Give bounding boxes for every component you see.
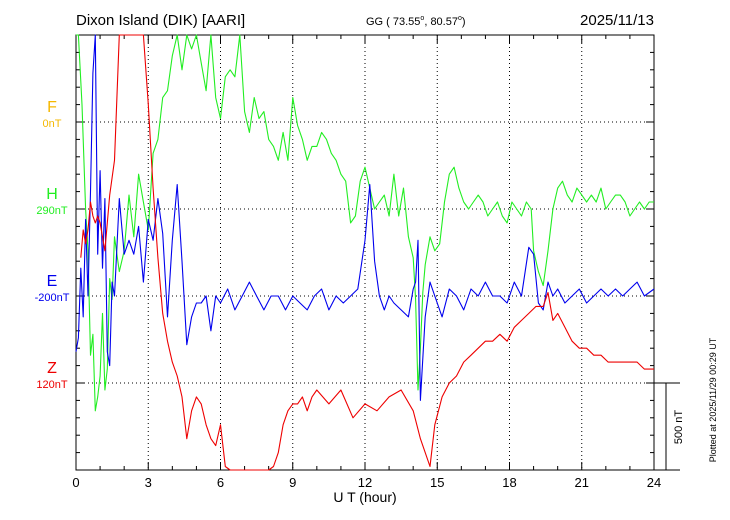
x-tick-labels: 0 3 6 9 12 15 18 21 24	[72, 475, 661, 490]
gridlines	[76, 35, 654, 470]
channel-label-z: Z	[47, 360, 57, 377]
x-tick-label: 18	[502, 475, 516, 490]
x-tick-label: 15	[430, 475, 444, 490]
channel-baseline-e: -200nT	[35, 292, 70, 304]
x-tick-label: 21	[575, 475, 589, 490]
series-line-z	[80, 34, 654, 471]
channel-label-e: E	[47, 273, 58, 290]
channel-baseline-h: 290nT	[36, 205, 67, 217]
axis-ticks	[75, 34, 655, 471]
date-label: 2025/11/13	[580, 12, 654, 29]
geo-coordinates: GG ( 73.55o, 80.57o)	[366, 15, 466, 28]
x-tick-label: 6	[217, 475, 224, 490]
plotted-timestamp: Plotted at 2025/11/29 00:29 UT	[708, 337, 718, 462]
x-tick-label: 0	[72, 475, 79, 490]
series-line-e	[75, 34, 655, 401]
x-tick-label: 12	[358, 475, 372, 490]
channel-baseline-z: 120nT	[36, 379, 67, 391]
channel-label-f: F	[47, 99, 57, 116]
scale-bar	[654, 382, 680, 471]
channel-labels: F 0nT H 290nT E -200nT Z 120nT	[35, 99, 70, 391]
channel-label-h: H	[46, 186, 58, 203]
x-tick-label: 3	[145, 475, 152, 490]
channel-baseline-f: 0nT	[43, 118, 62, 130]
series-line-h	[76, 34, 654, 412]
series-group	[75, 34, 655, 471]
x-tick-label: 9	[289, 475, 296, 490]
station-title: Dixon Island (DIK) [AARI]	[76, 12, 245, 29]
x-axis-label: U T (hour)	[333, 489, 396, 505]
x-tick-label: 24	[647, 475, 661, 490]
scale-bar-label: 500 nT	[673, 410, 685, 445]
